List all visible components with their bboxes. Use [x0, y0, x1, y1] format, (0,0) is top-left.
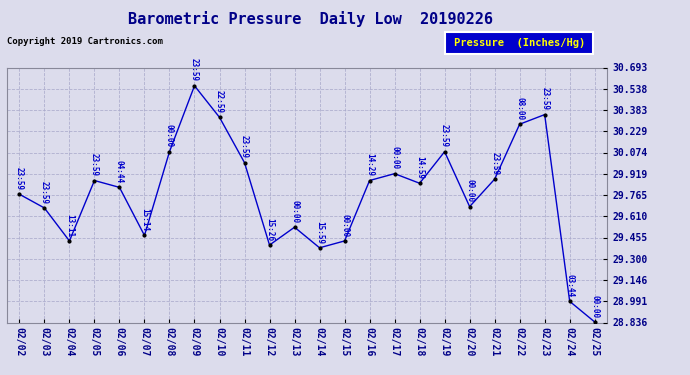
Text: 00:00: 00:00 — [590, 295, 599, 318]
Text: 00:00: 00:00 — [340, 214, 349, 237]
Text: 14:29: 14:29 — [365, 153, 374, 176]
Text: 23:59: 23:59 — [440, 124, 449, 147]
Text: 00:00: 00:00 — [465, 179, 474, 203]
Text: 03:44: 03:44 — [565, 274, 574, 297]
Text: Copyright 2019 Cartronics.com: Copyright 2019 Cartronics.com — [7, 38, 163, 46]
Text: 04:44: 04:44 — [115, 160, 124, 183]
Text: 13:11: 13:11 — [65, 214, 74, 237]
Text: 23:59: 23:59 — [490, 152, 499, 175]
Text: 23:59: 23:59 — [540, 87, 549, 110]
Text: Barometric Pressure  Daily Low  20190226: Barometric Pressure Daily Low 20190226 — [128, 11, 493, 27]
Text: 00:00: 00:00 — [290, 200, 299, 223]
Text: Pressure  (Inches/Hg): Pressure (Inches/Hg) — [453, 38, 585, 48]
Text: 15:59: 15:59 — [315, 220, 324, 244]
Text: 22:59: 22:59 — [215, 90, 224, 113]
Text: 08:00: 08:00 — [515, 97, 524, 120]
Text: 23:59: 23:59 — [40, 181, 49, 204]
Text: 15:26: 15:26 — [265, 218, 274, 241]
Text: 23:59: 23:59 — [190, 58, 199, 82]
Text: 00:00: 00:00 — [165, 124, 174, 147]
Text: 23:59: 23:59 — [90, 153, 99, 176]
Text: 15:14: 15:14 — [140, 208, 149, 231]
Text: 00:00: 00:00 — [390, 146, 399, 170]
Text: 23:59: 23:59 — [15, 167, 24, 190]
Text: 14:59: 14:59 — [415, 156, 424, 179]
Text: 23:59: 23:59 — [240, 135, 249, 159]
